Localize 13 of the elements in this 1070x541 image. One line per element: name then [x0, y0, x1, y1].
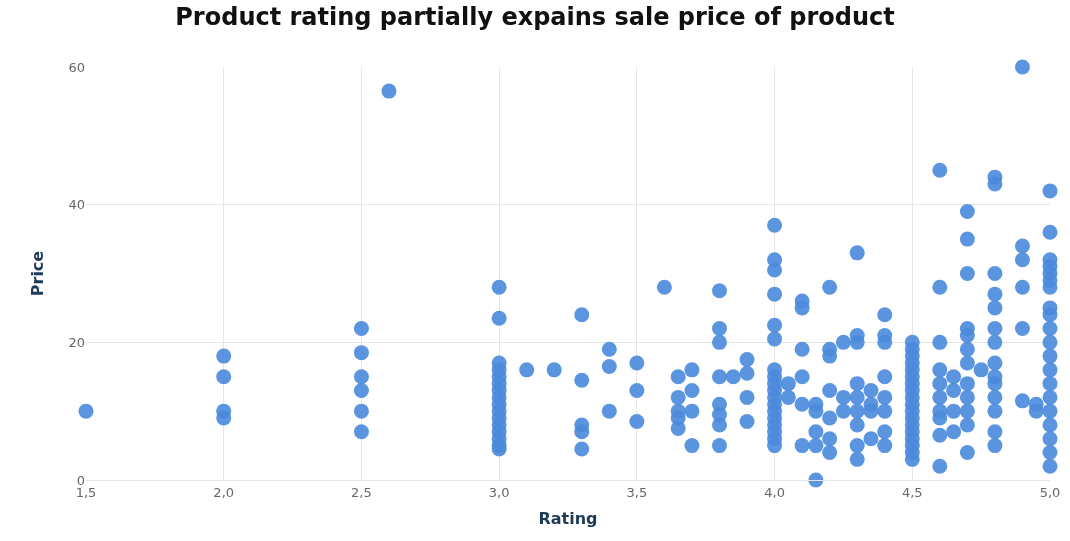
- x-tick-label: 4,5: [901, 484, 923, 500]
- x-tick-label: 5,0: [1039, 484, 1061, 500]
- x-tick-label: 3,0: [488, 484, 510, 500]
- x-tick-label: 2,5: [351, 484, 372, 500]
- x-tick-label: 3,5: [626, 484, 648, 500]
- y-tick-label: 40: [68, 197, 85, 213]
- chart-title: Product rating partially expains sale price of product: [175, 2, 895, 31]
- y-axis-title: Price: [28, 250, 48, 297]
- x-tick-label: 2,0: [213, 484, 235, 500]
- y-tick-label: 60: [68, 59, 85, 75]
- x-tick-label: 4,0: [764, 484, 785, 500]
- y-tick-label: 20: [68, 334, 85, 350]
- x-axis-title: Rating: [538, 509, 598, 529]
